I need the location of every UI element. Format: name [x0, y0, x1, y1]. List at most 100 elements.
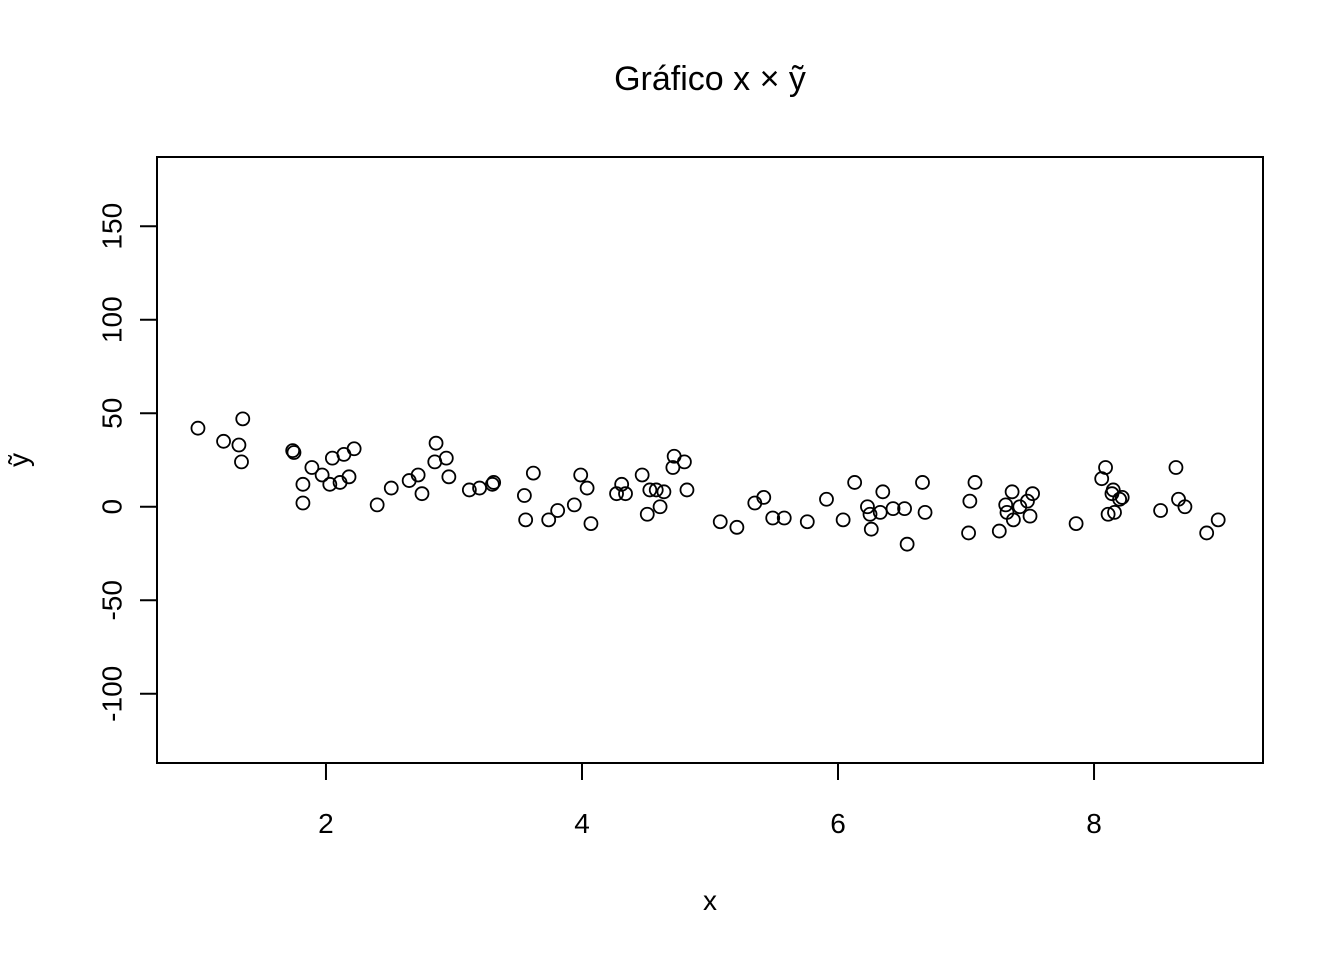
- chart-title: Gráfico x × ỹ: [614, 60, 806, 98]
- scatter-points: [190, 411, 1226, 552]
- y-axis: -100 -50 0 50 100 150: [97, 203, 158, 722]
- data-point: [1068, 516, 1084, 531]
- data-point: [1153, 503, 1168, 518]
- data-point: [847, 475, 863, 490]
- data-point: [875, 484, 891, 500]
- y-axis-label: ỹ: [3, 453, 34, 467]
- data-point: [234, 454, 249, 470]
- data-point: [1022, 508, 1038, 524]
- y-tick-label: 50: [97, 398, 128, 429]
- data-point: [885, 501, 901, 517]
- data-point: [1098, 460, 1113, 475]
- data-point: [765, 510, 781, 526]
- data-point: [967, 475, 983, 490]
- data-point: [369, 497, 385, 513]
- plot-frame: [156, 156, 1264, 764]
- x-tick-label: 2: [318, 808, 334, 839]
- data-point: [216, 433, 231, 449]
- data-point: [525, 465, 541, 481]
- data-point: [639, 506, 655, 522]
- data-point: [917, 504, 933, 520]
- data-point: [656, 484, 672, 500]
- data-point: [756, 490, 772, 505]
- data-point: [295, 495, 311, 511]
- data-point: [304, 460, 320, 475]
- data-point: [1025, 486, 1040, 502]
- data-point: [835, 512, 851, 528]
- data-point: [484, 476, 500, 492]
- data-point: [1107, 504, 1122, 520]
- data-point: [962, 493, 978, 509]
- data-point: [915, 475, 930, 490]
- data-point: [1100, 506, 1116, 522]
- data-point: [618, 486, 633, 502]
- data-point: [1114, 490, 1130, 505]
- data-point: [566, 497, 582, 513]
- data-point: [1112, 491, 1128, 507]
- x-tick-label: 8: [1086, 808, 1102, 839]
- data-point: [486, 475, 502, 490]
- data-point: [518, 512, 534, 528]
- data-point: [314, 467, 330, 483]
- data-point: [665, 460, 681, 475]
- data-point: [897, 501, 912, 517]
- x-tick-label: 6: [830, 808, 846, 839]
- data-point: [729, 519, 745, 535]
- data-point: [1199, 525, 1215, 541]
- data-point: [550, 503, 566, 518]
- data-point: [583, 516, 599, 531]
- data-point: [322, 476, 338, 492]
- data-point: [862, 506, 878, 522]
- data-point: [961, 525, 976, 541]
- data-point: [648, 482, 664, 498]
- data-point: [579, 480, 595, 496]
- data-point: [614, 476, 630, 492]
- data-point: [1005, 512, 1021, 528]
- x-tick-label: 4: [574, 808, 590, 839]
- data-point: [231, 437, 247, 453]
- data-point: [541, 512, 557, 528]
- data-point: [899, 536, 915, 552]
- y-tick-label: 0: [97, 499, 128, 515]
- data-point: [634, 467, 650, 483]
- x-axis-label: x: [703, 885, 717, 916]
- x-axis: 2 4 6 8: [318, 762, 1102, 839]
- data-point: [190, 420, 206, 436]
- data-point: [286, 445, 302, 460]
- data-point: [652, 499, 668, 515]
- data-point: [410, 467, 426, 483]
- data-point: [1177, 499, 1193, 515]
- data-point: [346, 441, 362, 457]
- data-point: [383, 480, 399, 496]
- y-tick-label: -50: [97, 580, 128, 620]
- data-point: [712, 514, 728, 530]
- data-point: [642, 482, 658, 498]
- data-point: [998, 497, 1014, 513]
- data-point: [428, 435, 444, 451]
- data-point: [799, 514, 815, 530]
- data-point: [441, 469, 457, 485]
- data-point: [438, 450, 454, 466]
- data-point: [860, 499, 875, 515]
- data-point: [235, 411, 251, 427]
- data-point: [285, 443, 301, 459]
- data-point: [1004, 484, 1020, 500]
- data-point: [1168, 460, 1184, 475]
- data-point: [295, 476, 311, 492]
- data-point: [1210, 512, 1226, 528]
- data-point: [991, 523, 1007, 539]
- data-point: [414, 486, 430, 502]
- y-tick-label: 150: [97, 203, 128, 250]
- y-tick-label: 100: [97, 296, 128, 343]
- data-point: [819, 491, 834, 507]
- data-point: [776, 510, 792, 526]
- data-point: [573, 467, 589, 483]
- data-point: [516, 488, 532, 503]
- data-point: [341, 469, 357, 485]
- y-tick-label: -100: [97, 666, 128, 722]
- data-point: [1020, 493, 1035, 509]
- data-point: [863, 521, 879, 537]
- data-point: [676, 454, 692, 470]
